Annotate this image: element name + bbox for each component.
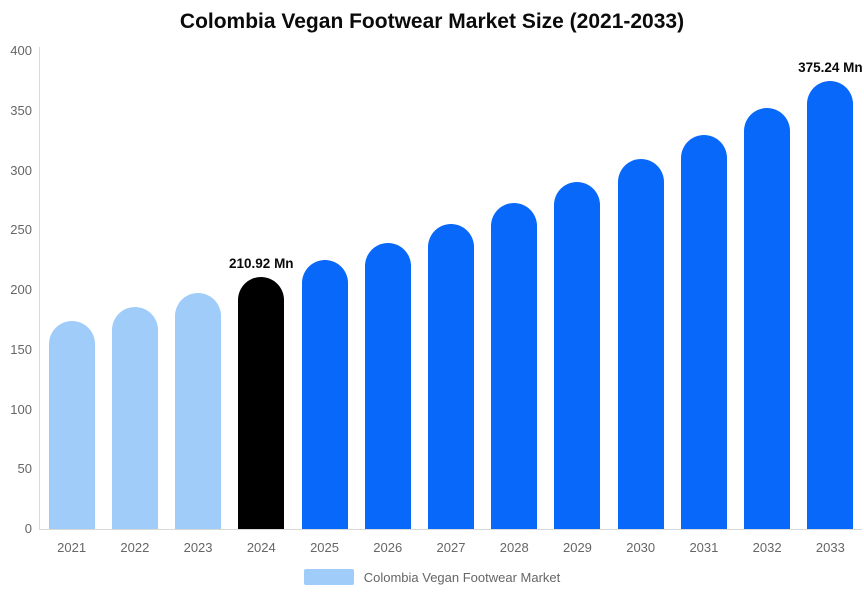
y-axis-tick-0: 0	[24, 521, 32, 536]
x-axis-label-2027: 2027	[436, 540, 466, 555]
x-axis-label-2033: 2033	[815, 540, 845, 555]
x-axis-label-2031: 2031	[689, 540, 719, 555]
bar-2026[interactable]	[364, 242, 411, 529]
x-axis-label-2029: 2029	[562, 540, 592, 555]
bar-2032[interactable]	[744, 108, 791, 529]
bar-2022[interactable]	[111, 307, 158, 529]
bar-2031[interactable]	[680, 134, 727, 529]
x-axis-label-2028: 2028	[499, 540, 529, 555]
bar-2024[interactable]	[238, 276, 285, 529]
bar-2033[interactable]	[807, 80, 854, 529]
value-label-2033: 375.24 Mn	[798, 59, 863, 75]
x-axis-label-2022: 2022	[120, 540, 150, 555]
y-axis-tick-100: 100	[10, 401, 32, 417]
bar-2023[interactable]	[175, 292, 222, 529]
x-axis-label-2026: 2026	[373, 540, 403, 555]
x-axis-label-2025: 2025	[310, 540, 339, 555]
y-axis-tick-50: 50	[17, 461, 32, 477]
value-label-2024: 210.92 Mn	[229, 255, 294, 271]
y-axis-tick-200: 200	[10, 282, 32, 297]
y-axis-tick-400: 400	[10, 43, 32, 58]
x-axis-label-2024: 2024	[246, 540, 276, 555]
y-axis-tick-250: 250	[10, 222, 32, 238]
x-axis-label-2023: 2023	[183, 540, 213, 555]
x-axis-line	[39, 529, 862, 530]
legend-swatch	[303, 569, 354, 585]
legend[interactable]: Colombia Vegan Footwear Market	[0, 569, 864, 585]
y-axis-tick-350: 350	[10, 102, 32, 118]
x-axis-label-2021: 2021	[57, 540, 87, 555]
y-axis-tick-300: 300	[10, 162, 32, 178]
bar-2029[interactable]	[554, 181, 601, 529]
bar-2021[interactable]	[48, 320, 95, 529]
legend-label: Colombia Vegan Footwear Market	[363, 569, 561, 585]
x-axis-label-2030: 2030	[626, 540, 656, 555]
bar-2025[interactable]	[301, 260, 348, 529]
y-axis-tick-150: 150	[10, 341, 32, 357]
x-axis-label-2032: 2032	[752, 540, 782, 555]
bar-2028[interactable]	[491, 203, 538, 529]
bar-2027[interactable]	[428, 223, 474, 529]
bar-2030[interactable]	[617, 158, 664, 529]
y-axis-line	[39, 47, 40, 530]
chart-title: Colombia Vegan Footwear Market Size (202…	[179, 10, 685, 33]
